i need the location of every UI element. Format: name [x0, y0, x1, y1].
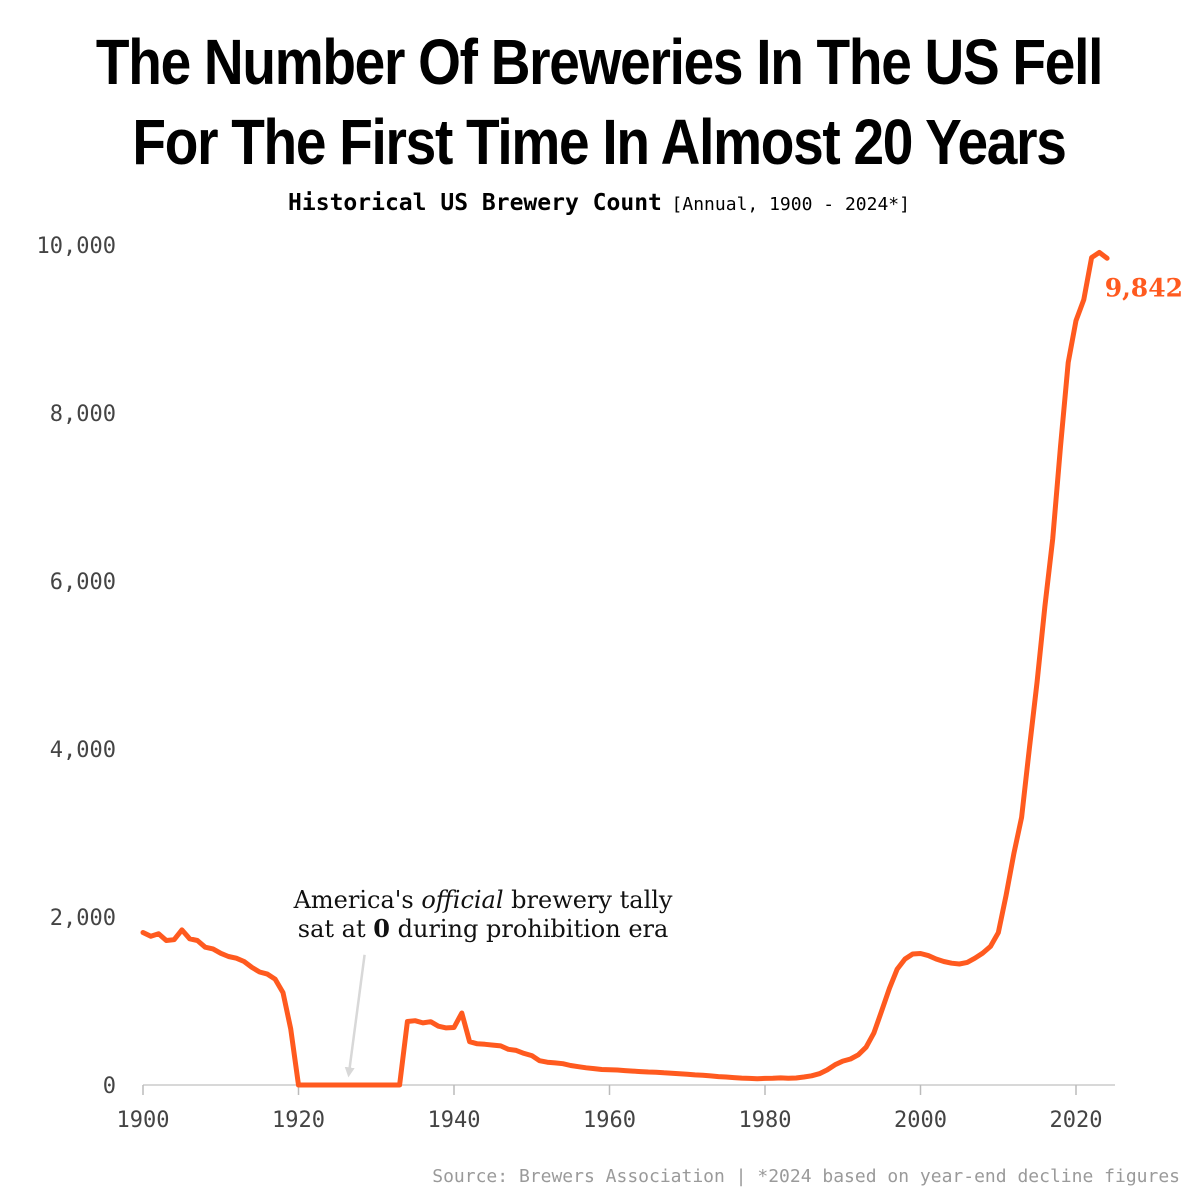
y-tick-label: 4,000 — [50, 738, 116, 763]
annotation-line-1: America's official brewery tally — [293, 886, 673, 914]
chart-title: The Number Of Breweries In The US Fell F… — [84, 22, 1114, 182]
y-tick-label: 8,000 — [50, 402, 116, 427]
x-tick-label: 2000 — [894, 1108, 947, 1133]
chart-subtitle-main: Historical US Brewery Count — [288, 190, 662, 216]
chart-axes: 1900 1920 1940 1960 1980 2000 2020 0 2,000 4,000 6… — [37, 234, 1115, 1133]
y-tick-label: 2,000 — [50, 906, 116, 931]
x-tick-label: 1980 — [739, 1108, 792, 1133]
y-tick-label: 0 — [103, 1074, 116, 1099]
chart-title-line-2: For The First Time In Almost 20 Years — [132, 106, 1066, 178]
x-tick-label: 1960 — [583, 1108, 636, 1133]
annotation-line-2: sat at 0 during prohibition era — [298, 914, 669, 943]
chart-subtitle: Historical US Brewery Count [Annual, 190… — [0, 190, 1198, 216]
y-tick-label: 10,000 — [37, 234, 116, 259]
annotation-arrow — [344, 954, 366, 1078]
x-tick-label: 1900 — [117, 1108, 170, 1133]
x-tick-label: 1920 — [272, 1108, 325, 1133]
source-note: Source: Brewers Association | *2024 base… — [432, 1166, 1180, 1187]
annotation-zero-value: 0 — [373, 914, 390, 943]
chart-title-line-1: The Number Of Breweries In The US Fell — [95, 26, 1103, 98]
x-tick-label: 1940 — [428, 1108, 481, 1133]
brewery-count-line — [140, 249, 1110, 1088]
prohibition-annotation: America's official brewery tally sat at … — [293, 886, 673, 1078]
latest-value-label: 9,842 — [1105, 273, 1183, 302]
chart-subtitle-range: [Annual, 1900 - 2024*] — [671, 194, 910, 215]
y-tick-label: 6,000 — [50, 570, 116, 595]
x-tick-label: 2020 — [1050, 1108, 1103, 1133]
